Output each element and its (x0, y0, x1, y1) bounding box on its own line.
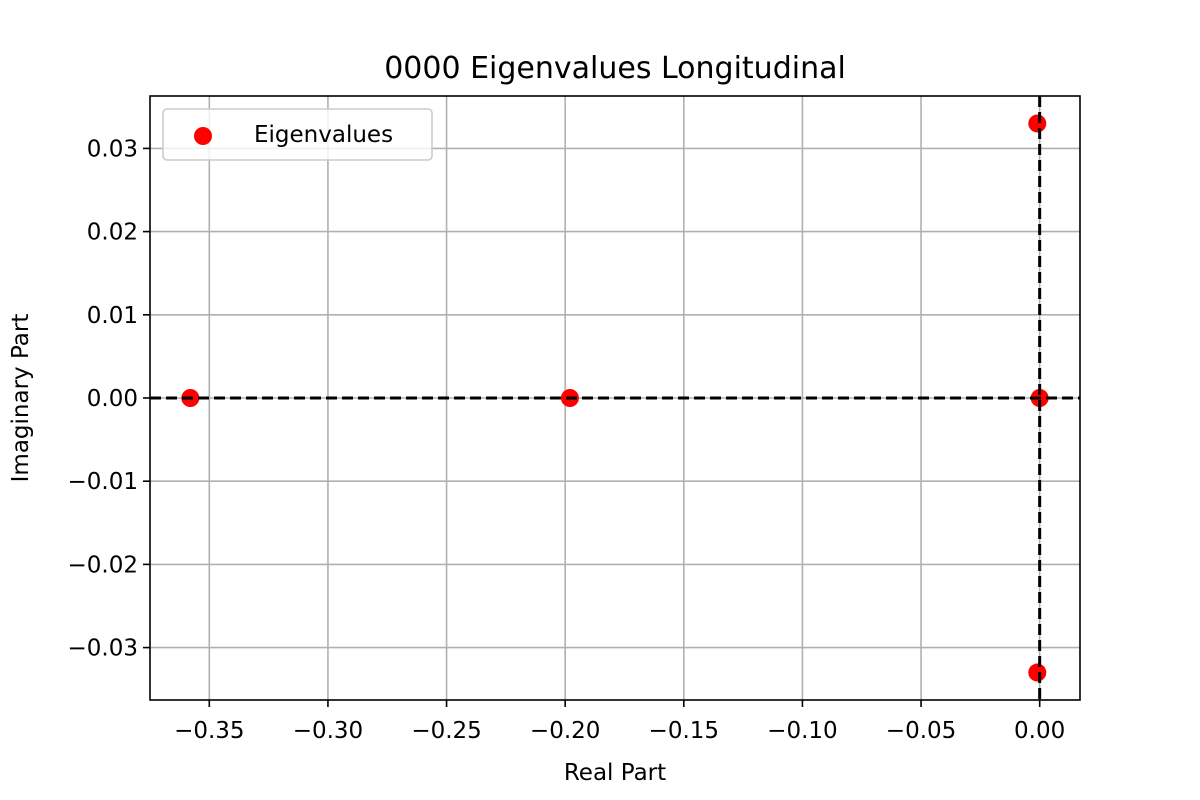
x-tick-label: −0.10 (767, 718, 837, 744)
y-tick-label: 0.02 (87, 220, 138, 246)
x-tick-label: −0.30 (293, 718, 363, 744)
y-tick-label: −0.02 (68, 552, 138, 578)
y-axis-label: Imaginary Part (8, 314, 34, 483)
x-tick-label: −0.20 (530, 718, 600, 744)
y-tick-label: 0.00 (87, 386, 138, 412)
x-tick-label: −0.15 (649, 718, 719, 744)
y-axis-ticks: 0.03 0.02 0.01 0.00 −0.01 −0.02 −0.03 (68, 136, 150, 662)
reference-lines (150, 96, 1080, 700)
y-tick-label: −0.01 (68, 469, 138, 495)
x-tick-label: 0.00 (1014, 718, 1065, 744)
data-point (1028, 663, 1047, 682)
x-axis-label: Real Part (564, 760, 666, 786)
x-tick-label: −0.35 (174, 718, 244, 744)
legend-box (162, 108, 433, 161)
legend: Eigenvalues (162, 108, 433, 161)
legend-label: Eigenvalues (254, 122, 393, 148)
data-point (1028, 114, 1047, 133)
y-tick-label: 0.01 (87, 303, 138, 329)
y-tick-label: −0.03 (68, 636, 138, 662)
x-tick-label: −0.25 (411, 718, 481, 744)
legend-marker (194, 127, 212, 145)
y-tick-label: 0.03 (87, 136, 138, 162)
data-points (181, 114, 1049, 682)
x-axis-ticks: −0.35 −0.30 −0.25 −0.20 −0.15 −0.10 −0.05 0.00 (174, 700, 1065, 744)
x-tick-label: −0.05 (886, 718, 956, 744)
chart-title: 0000 Eigenvalues Longitudinal (384, 51, 846, 86)
